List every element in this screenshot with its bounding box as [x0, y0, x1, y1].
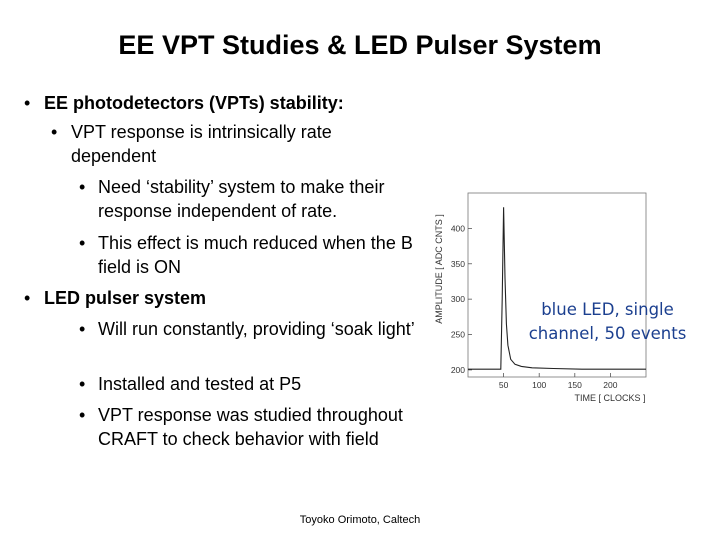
bullet-marker: •	[79, 319, 86, 339]
bullet-ee-photodetectors: EE photodetectors (VPTs) stability:	[44, 93, 344, 113]
bullet-rate-dependent: VPT response is intrinsically rate depen…	[71, 122, 332, 166]
y-tick-label: 350	[451, 259, 465, 269]
bullet-marker: •	[51, 122, 58, 142]
bullet-marker: •	[24, 288, 31, 308]
led-callout: blue LED, single channel, 50 events	[528, 300, 687, 343]
x-tick-label: 150	[568, 380, 582, 390]
footer-author: Toyoko Orimoto, Caltech	[299, 514, 421, 526]
y-tick-label: 300	[451, 294, 465, 304]
vpt-pulse-plot: 50 100 150 200 200 250 300 350 400 AMPLITUDE [ A…	[434, 192, 647, 403]
x-axis-label: TIME [ CLOCKS ]	[574, 393, 645, 403]
bullet-stability-system: Need ‘stability’ system to make their re…	[98, 177, 385, 221]
x-tick-label: 100	[532, 380, 546, 390]
bullet-craft-study: VPT response was studied throughout CRAF…	[98, 405, 403, 449]
plot-frame-box	[467, 192, 647, 378]
bullet-marker: •	[79, 177, 86, 197]
bullet-marker: •	[24, 93, 31, 113]
y-tick-label: 250	[451, 330, 465, 340]
y-tick-label: 400	[451, 223, 465, 233]
y-axis-label: AMPLITUDE [ ADC CNTS ]	[434, 214, 444, 324]
pulse-trace-line	[468, 207, 646, 370]
bullet-marker: •	[79, 374, 86, 394]
slide-title: EE VPT Studies & LED Pulser System	[118, 30, 602, 60]
bullet-installed-p5: Installed and tested at P5	[98, 374, 302, 394]
x-tick-label: 50	[499, 380, 509, 390]
bullet-marker: •	[79, 233, 86, 253]
bullet-led-pulser: LED pulser system	[44, 288, 207, 308]
y-tick-label: 200	[451, 365, 465, 375]
bullet-soak-light: Will run constantly, providing ‘soak lig…	[98, 319, 415, 339]
x-tick-label: 200	[603, 380, 617, 390]
bullet-b-field: This effect is much reduced when the B f…	[98, 233, 413, 277]
bullet-marker: •	[79, 405, 86, 425]
